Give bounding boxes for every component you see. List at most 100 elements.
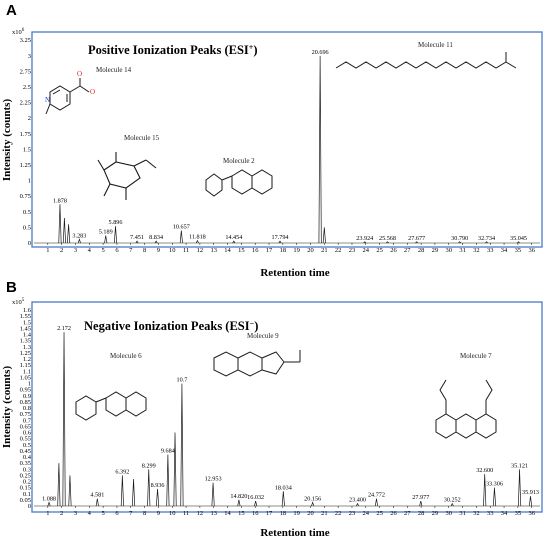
x-tick-label: 25 — [376, 510, 383, 517]
y-tick-label: 0.55 — [20, 436, 31, 443]
y-axis-label-b: Intensity (counts) — [1, 366, 13, 449]
y-tick-label: 0.8 — [23, 405, 31, 412]
x-tick-label: 10 — [169, 510, 176, 517]
peak-label: 14.820 — [230, 493, 247, 500]
x-tick-label: 15 — [238, 510, 245, 517]
molecule-2-label: Molecule 2 — [223, 157, 255, 165]
peak-mark — [113, 226, 118, 244]
x-tick-label: 2 — [60, 247, 63, 254]
y-tick-label: 2.75 — [20, 68, 31, 75]
x-tick-label: 5 — [102, 510, 105, 517]
y-tick-label: 1.25 — [20, 162, 31, 169]
y-tick-label: 0.75 — [20, 411, 31, 418]
peak-label: 4.581 — [90, 492, 104, 499]
peak-mark — [95, 498, 99, 507]
y-tick-label: 1.3 — [23, 344, 31, 351]
x-tick-label: 13 — [210, 247, 217, 254]
x-tick-label: 21 — [321, 247, 328, 254]
peak-mark — [374, 498, 379, 507]
x-tick-label: 17 — [266, 247, 273, 254]
peak-mark — [147, 469, 151, 507]
x-tick-label: 2 — [60, 510, 63, 517]
x-tick-label: 35 — [515, 510, 522, 517]
peak-label: 30.252 — [444, 497, 461, 504]
peak-mark — [179, 230, 183, 244]
peak-mark — [322, 227, 326, 244]
x-tick-label: 31 — [459, 247, 466, 254]
y-tick-label: 0.05 — [20, 497, 31, 504]
y-tick-label: 0.95 — [20, 387, 31, 394]
y-tick-label: 0.85 — [20, 399, 31, 406]
peak-label: 35.045 — [510, 235, 527, 242]
x-tick-label: 26 — [390, 510, 397, 517]
y-tick-label: 1 — [28, 178, 31, 185]
y-tick-label: 1.25 — [20, 350, 31, 357]
x-tick-label: 21 — [321, 510, 328, 517]
peak-label: 35.121 — [511, 462, 528, 469]
x-tick-label: 27 — [404, 247, 411, 254]
y-tick-label: 0.5 — [23, 442, 31, 449]
plot-frame-a — [31, 31, 543, 248]
y-tick-label: 1.45 — [20, 325, 31, 332]
x-tick-label: 31 — [459, 510, 466, 517]
y-tick-label: 1.4 — [23, 332, 32, 339]
chart-title-a: Positive Ionization Peaks (ESI+) — [88, 43, 258, 57]
y-tick-label: 2 — [28, 115, 31, 122]
x-tick-label: 28 — [418, 247, 425, 254]
y-tick-label: 3 — [28, 53, 31, 60]
peak-label: 32.600 — [476, 467, 493, 474]
x-tick-label: 12 — [197, 510, 204, 517]
molecule-9-structure — [213, 350, 301, 377]
x-tick-label: 26 — [390, 247, 397, 254]
y-tick-label: 1.15 — [20, 362, 31, 369]
x-tick-label: 23 — [349, 247, 356, 254]
peak-label: 20.696 — [312, 49, 329, 56]
y-tick-label: 1.5 — [23, 319, 31, 326]
peak-label: 8.936 — [151, 482, 165, 489]
y-tick-label: 1 — [28, 381, 31, 388]
x-tick-label: 32 — [473, 510, 480, 517]
x-tick-label: 18 — [280, 247, 287, 254]
molecule-14-structure — [45, 78, 90, 115]
x-tick-label: 19 — [293, 510, 300, 517]
peak-label: 3.283 — [72, 232, 86, 239]
peak-mark — [195, 239, 199, 244]
chart-title-b: Negative Ionization Peaks (ESI−) — [84, 319, 258, 333]
peak-mark — [47, 501, 51, 507]
peak-mark — [62, 218, 66, 244]
peak-mark — [68, 475, 72, 507]
x-tick-label: 30 — [446, 247, 453, 254]
x-tick-label: 35 — [515, 247, 522, 254]
x-tick-label: 6 — [115, 247, 119, 254]
peak-label: 11.818 — [189, 234, 206, 241]
y-tick-label: 0.6 — [23, 430, 32, 437]
y-tick-label: 0.7 — [23, 417, 32, 424]
x-tick-label: 36 — [528, 510, 535, 517]
peak-label: 20.156 — [304, 495, 321, 502]
peak-mark — [58, 204, 62, 244]
y-tick-label: 0.5 — [23, 209, 31, 216]
carboxylate-14: O — [90, 88, 95, 96]
peak-label: 27.977 — [412, 494, 429, 501]
y-tick-label: 1.35 — [20, 338, 31, 345]
peak-mark — [104, 235, 108, 244]
y-exponent-b: x105 — [12, 298, 25, 306]
y-tick-label: 0.1 — [23, 491, 31, 498]
molecule-6-structure — [75, 391, 147, 421]
x-tick-label: 33 — [487, 247, 494, 254]
y-tick-label: 1.1 — [23, 368, 31, 375]
peak-mark — [450, 502, 454, 507]
x-tick-label: 20 — [307, 510, 314, 517]
x-tick-label: 9 — [157, 510, 160, 517]
peak-mark — [483, 474, 487, 507]
x-tick-label: 1 — [46, 247, 49, 254]
x-tick-label: 36 — [528, 247, 535, 254]
x-tick-label: 9 — [157, 247, 160, 254]
peak-label: 9.684 — [161, 448, 175, 455]
y-tick-label: 1.55 — [20, 313, 31, 320]
x-tick-label: 27 — [404, 510, 411, 517]
molecule-9-label: Molecule 9 — [247, 332, 279, 340]
chart-b: x105 Negative Ionization Peaks (ESI−) Mo… — [1, 298, 543, 539]
x-tick-label: 13 — [210, 510, 217, 517]
peak-label: 5.896 — [109, 219, 123, 226]
